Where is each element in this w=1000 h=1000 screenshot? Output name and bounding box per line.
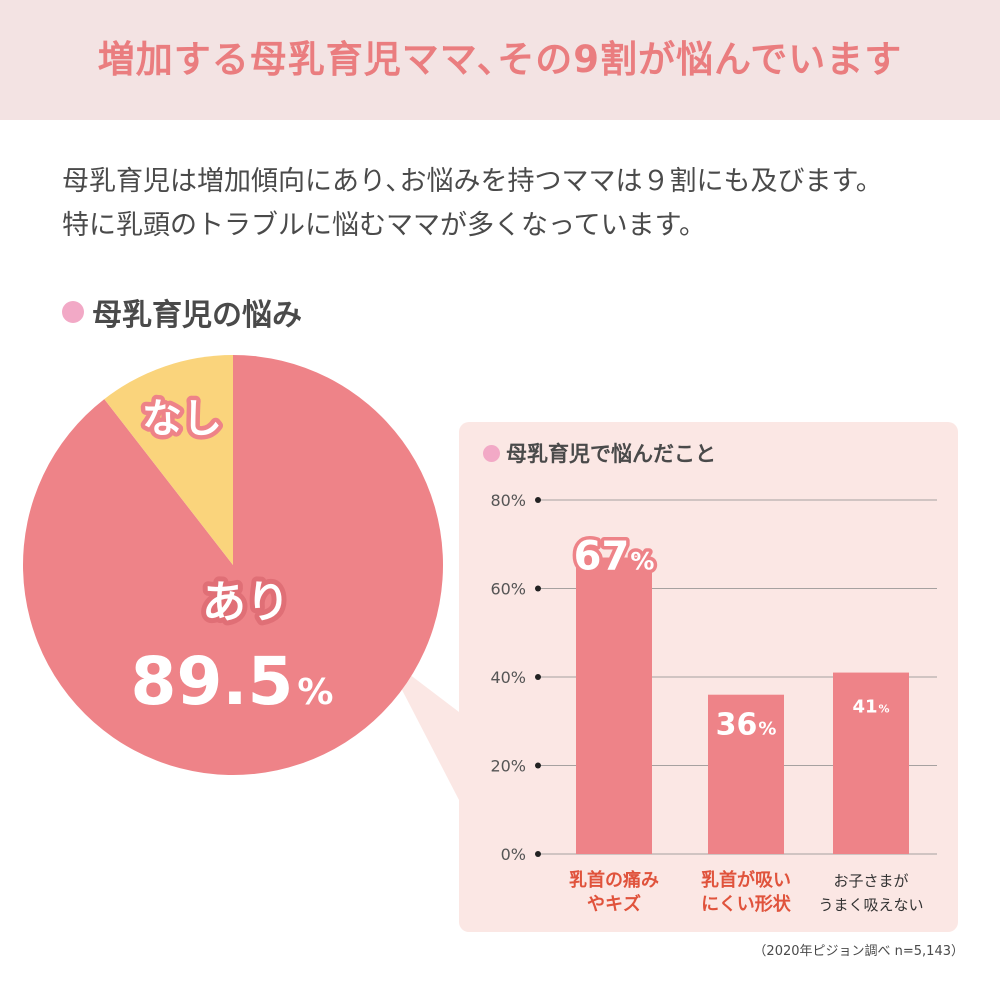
section-heading: 母乳育児の悩み	[62, 292, 302, 333]
tick-dot	[535, 851, 541, 857]
bullet-dot-icon	[483, 444, 500, 462]
category-label: お子さまが	[833, 872, 908, 890]
callout-pointer	[384, 655, 459, 800]
pie-slice-no	[104, 355, 233, 565]
bar-1	[576, 557, 652, 854]
section-heading-label: 母乳育児の悩み	[92, 298, 302, 333]
pie-label-no: なし	[142, 396, 222, 442]
bar-chart-title: 母乳育児で悩んだこと	[483, 438, 716, 468]
source-note: （2020年ピジョン調べ n=5,143）	[753, 944, 964, 959]
bar-value-label: 67%	[574, 534, 655, 580]
bar-3	[833, 672, 909, 854]
intro-line-2: 特に乳頭のトラブルに悩むママが多くなっています。	[62, 210, 706, 241]
header-banner: 増加する母乳育児ママ､その9割が悩んでいます	[0, 0, 1000, 120]
intro-line-1: 母乳育児は増加傾向にあり､お悩みを持つママは９割にも及びます。	[62, 166, 883, 197]
pie-value-yes: 89.5%	[131, 643, 334, 720]
y-tick-label: 40%	[490, 668, 526, 687]
category-label: やキズ	[587, 893, 641, 915]
category-label: 乳首が吸い	[701, 869, 791, 891]
tick-dot	[535, 497, 541, 503]
tick-dot	[535, 585, 541, 592]
tick-dot	[535, 674, 541, 680]
y-tick-label: 20%	[490, 757, 526, 776]
pie-slice-yes	[23, 355, 444, 775]
y-tick-label: 0%	[501, 845, 526, 864]
bar-value-label: 41%	[852, 697, 889, 718]
pie-label-yes: あり	[202, 577, 290, 628]
category-label: にくい形状	[701, 893, 792, 915]
intro-text: 母乳育児は増加傾向にあり､お悩みを持つママは９割にも及びます。 特に乳頭のトラブ…	[62, 160, 962, 248]
category-label: うまく吸えない	[818, 896, 923, 914]
bar-2	[708, 694, 784, 854]
bar-value-label: 36%	[716, 708, 777, 743]
bar-chart-title-label: 母乳育児で悩んだこと	[506, 442, 716, 466]
page-title: 増加する母乳育児ママ､その9割が悩んでいます	[97, 38, 903, 81]
bullet-dot-icon	[62, 301, 84, 323]
category-label: 乳首の痛み	[569, 869, 659, 891]
y-tick-label: 60%	[490, 580, 526, 599]
y-tick-label: 80%	[490, 491, 526, 510]
tick-dot	[535, 762, 541, 769]
